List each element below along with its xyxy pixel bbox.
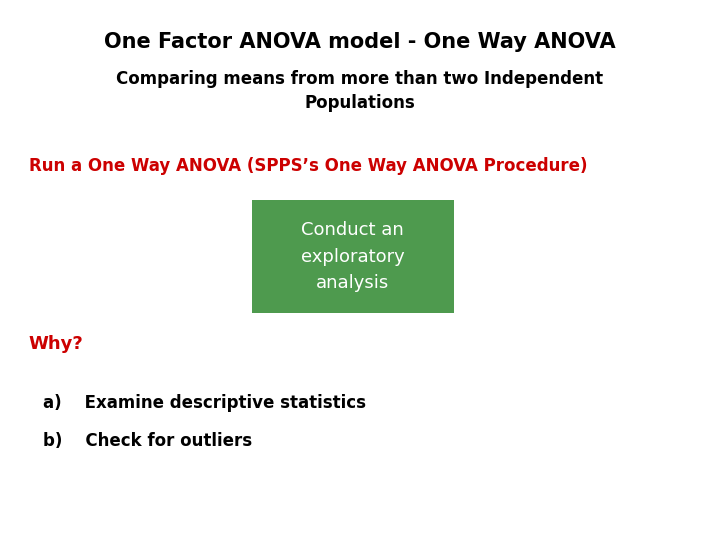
- Text: Why?: Why?: [29, 335, 84, 353]
- FancyBboxPatch shape: [252, 200, 454, 313]
- Text: Conduct an
exploratory
analysis: Conduct an exploratory analysis: [301, 221, 405, 292]
- Text: a)    Examine descriptive statistics: a) Examine descriptive statistics: [43, 394, 366, 412]
- Text: b)    Check for outliers: b) Check for outliers: [43, 432, 252, 450]
- Text: One Factor ANOVA model - One Way ANOVA: One Factor ANOVA model - One Way ANOVA: [104, 32, 616, 52]
- Text: Run a One Way ANOVA (SPPS’s One Way ANOVA Procedure): Run a One Way ANOVA (SPPS’s One Way ANOV…: [29, 157, 588, 174]
- Text: Comparing means from more than two Independent
Populations: Comparing means from more than two Indep…: [117, 70, 603, 112]
